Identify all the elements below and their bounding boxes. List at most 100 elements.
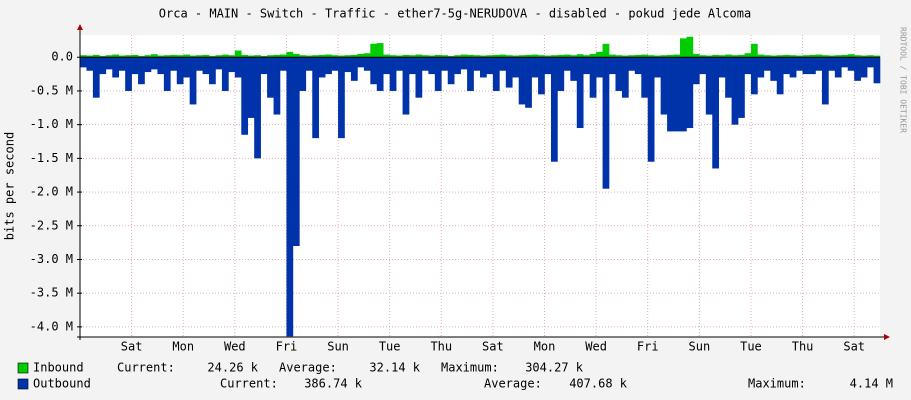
- x-tick-label: Fri: [276, 340, 298, 354]
- area-step: [454, 55, 461, 58]
- area-step: [660, 57, 668, 115]
- plot-area: [80, 35, 880, 337]
- area-step: [731, 57, 739, 125]
- area-step: [873, 55, 881, 58]
- y-tick-label: -4.0 M: [30, 319, 73, 333]
- area-step: [796, 55, 803, 58]
- area-step: [744, 57, 752, 75]
- area-step: [641, 57, 649, 98]
- area-step: [260, 57, 268, 75]
- area-step: [460, 57, 468, 70]
- area-step: [144, 57, 152, 73]
- area-step: [763, 55, 771, 58]
- area-step: [828, 57, 836, 71]
- area-step: [821, 55, 829, 58]
- x-tick-label: Tue: [379, 340, 401, 354]
- area-step: [92, 54, 100, 58]
- area-step: [557, 57, 565, 91]
- area-step: [138, 57, 145, 85]
- area-step: [415, 54, 423, 58]
- area-step: [273, 54, 281, 58]
- area-step: [221, 54, 229, 58]
- area-step: [570, 55, 578, 58]
- y-tick-label: -2.5 M: [30, 218, 73, 232]
- area-step: [460, 54, 468, 58]
- area-step: [492, 54, 500, 58]
- area-step: [170, 57, 178, 71]
- legend-stat-label: Average:: [484, 377, 542, 391]
- area-step: [80, 55, 87, 58]
- x-arrow: [884, 334, 890, 340]
- area-step: [854, 57, 861, 81]
- area-step: [860, 55, 868, 58]
- x-tick-label: Sun: [689, 340, 711, 354]
- area-step: [402, 54, 410, 58]
- area-step: [86, 55, 94, 58]
- area-step: [292, 53, 300, 58]
- area-step: [434, 54, 442, 58]
- area-step: [86, 57, 94, 71]
- area-step: [312, 55, 320, 58]
- area-step: [228, 55, 236, 58]
- area-step: [576, 54, 584, 58]
- area-step: [92, 57, 100, 98]
- area-step: [170, 54, 178, 58]
- area-step: [486, 57, 494, 75]
- area-step: [602, 43, 610, 58]
- area-step: [176, 57, 184, 85]
- legend-stat-value: 407.68 k: [569, 377, 628, 391]
- area-step: [286, 57, 294, 337]
- area-step: [434, 57, 442, 91]
- area-step: [544, 55, 552, 58]
- area-step: [138, 55, 145, 58]
- area-step: [538, 55, 545, 58]
- area-step: [550, 55, 558, 58]
- area-step: [389, 57, 397, 91]
- area-step: [854, 55, 861, 58]
- y-axis-label: bits per second: [3, 132, 17, 240]
- area-step: [692, 53, 700, 58]
- area-step: [570, 57, 578, 81]
- area-step: [757, 57, 765, 78]
- area-step: [680, 38, 687, 58]
- area-step: [750, 43, 758, 58]
- area-step: [112, 54, 120, 58]
- area-step: [389, 55, 397, 58]
- area-step: [583, 57, 590, 75]
- legend-label: Inbound: [33, 361, 84, 375]
- area-step: [363, 57, 371, 71]
- area-step: [589, 53, 597, 58]
- area-step: [209, 57, 216, 85]
- area-step: [641, 54, 649, 58]
- y-arrow: [77, 24, 83, 30]
- area-step: [583, 55, 590, 58]
- area-step: [428, 57, 436, 75]
- area-step: [486, 55, 494, 58]
- area-step: [221, 57, 229, 91]
- area-step: [415, 57, 423, 98]
- area-step: [150, 57, 158, 70]
- area-step: [344, 55, 352, 58]
- area-step: [280, 54, 287, 58]
- area-step: [318, 57, 326, 78]
- area-step: [473, 57, 481, 71]
- area-step: [163, 57, 171, 91]
- area-step: [654, 55, 661, 58]
- area-step: [396, 55, 403, 58]
- area-step: [673, 57, 681, 132]
- area-step: [867, 55, 874, 58]
- area-step: [789, 57, 797, 78]
- area-step: [105, 55, 113, 58]
- area-step: [396, 57, 403, 71]
- area-step: [718, 55, 726, 58]
- x-tick-label: Thu: [792, 340, 814, 354]
- area-step: [202, 57, 210, 75]
- x-tick-label: Mon: [172, 340, 194, 354]
- area-step: [821, 57, 829, 105]
- area-step: [318, 54, 326, 58]
- area-step: [99, 55, 107, 58]
- x-tick-label: Tue: [740, 340, 762, 354]
- area-step: [783, 57, 790, 75]
- area-step: [215, 55, 223, 58]
- area-step: [131, 54, 139, 58]
